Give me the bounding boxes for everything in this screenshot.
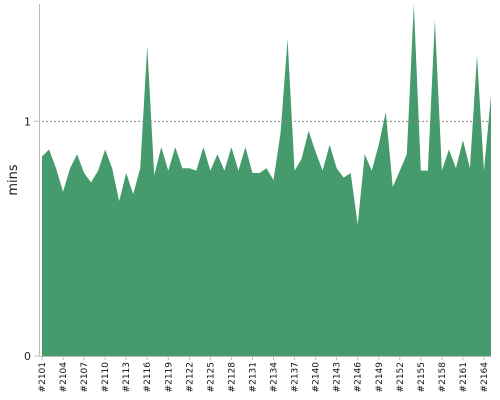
x-tick-label: #2128	[227, 362, 237, 393]
plot-area	[42, 4, 491, 356]
y-tick-label: 0	[24, 350, 31, 363]
x-tick-label: #2143	[333, 362, 343, 392]
x-tick-label: #2137	[291, 362, 301, 392]
x-tick-label: #2158	[438, 362, 448, 393]
x-tick-label: #2152	[396, 362, 406, 392]
x-tick-label: #2119	[164, 362, 174, 393]
x-tick-label: #2104	[59, 362, 69, 393]
x-tick-label: #2116	[143, 362, 153, 393]
y-axis-label: mins	[6, 164, 21, 196]
x-tick-label: #2122	[185, 362, 195, 392]
x-tick-label: #2155	[417, 362, 427, 392]
y-axis: 01	[24, 4, 40, 363]
area-series	[42, 4, 491, 356]
x-tick-label: #2161	[459, 362, 469, 392]
x-tick-label: #2164	[480, 362, 490, 393]
x-tick-label: #2107	[80, 362, 90, 392]
x-tick-label: #2113	[122, 362, 132, 392]
x-tick-label: #2110	[101, 362, 111, 393]
x-tick-label: #2140	[312, 362, 322, 393]
x-axis: #2101 #2104 #2107 #2110 #2113 #2116 #2119 #2122…	[38, 356, 491, 392]
y-tick-label: 1	[24, 115, 31, 128]
x-tick-label: #2134	[270, 362, 280, 393]
x-tick-label: #2146	[354, 362, 364, 393]
x-tick-label: #2131	[248, 362, 258, 392]
x-tick-label: #2101	[38, 362, 48, 392]
x-tick-label: #2125	[206, 362, 216, 392]
x-tick-label: #2149	[375, 362, 385, 393]
